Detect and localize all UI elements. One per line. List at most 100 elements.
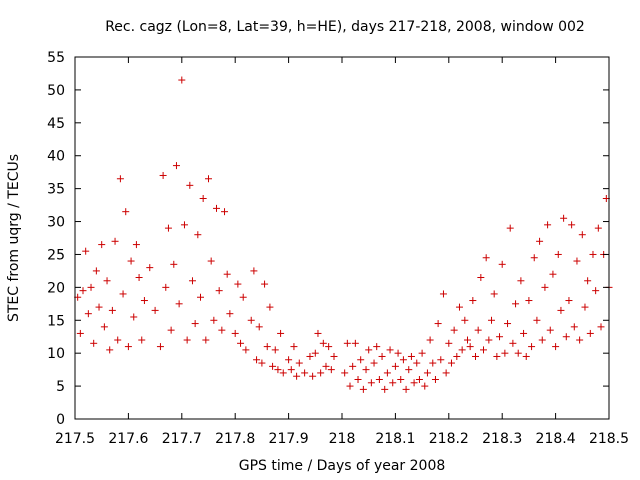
data-point <box>530 254 538 262</box>
data-point <box>541 283 549 291</box>
data-point <box>482 254 490 262</box>
data-point <box>354 376 362 384</box>
data-point <box>239 293 247 301</box>
data-point <box>210 316 218 324</box>
data-point <box>103 277 111 285</box>
data-point <box>391 362 399 370</box>
x-tick-label: 218.5 <box>589 431 629 447</box>
data-point <box>594 224 602 232</box>
x-tick-label: 218.2 <box>429 431 469 447</box>
data-point <box>106 346 114 354</box>
data-point <box>237 339 245 347</box>
data-point <box>138 336 146 344</box>
data-point <box>431 376 439 384</box>
y-tick-label: 10 <box>47 346 65 362</box>
data-point <box>442 369 450 377</box>
data-point <box>565 297 573 305</box>
data-point <box>188 277 196 285</box>
data-point <box>501 349 509 357</box>
data-point <box>285 356 293 364</box>
data-point <box>234 280 242 288</box>
data-point <box>426 336 434 344</box>
data-point <box>592 287 600 295</box>
data-point <box>319 339 327 347</box>
data-point <box>394 349 402 357</box>
data-point <box>533 316 541 324</box>
data-point <box>194 231 202 239</box>
data-point <box>274 366 282 374</box>
data-point <box>423 369 431 377</box>
data-point <box>504 320 512 328</box>
data-point <box>469 297 477 305</box>
data-point <box>370 359 378 367</box>
data-point <box>293 372 301 380</box>
y-tick-label: 0 <box>56 412 65 428</box>
data-point <box>346 382 354 390</box>
data-point <box>402 385 410 393</box>
data-point <box>474 326 482 334</box>
data-point <box>375 376 383 384</box>
data-point <box>221 208 229 216</box>
data-point <box>164 224 172 232</box>
data-point <box>277 329 285 337</box>
data-point <box>549 270 557 278</box>
data-point <box>506 224 514 232</box>
data-point <box>325 343 333 351</box>
data-point <box>127 257 135 265</box>
data-point <box>82 247 90 255</box>
data-point <box>199 195 207 203</box>
x-tick-label: 217.9 <box>269 431 309 447</box>
data-point <box>90 339 98 347</box>
x-tick-label: 217.6 <box>108 431 148 447</box>
data-point <box>341 369 349 377</box>
data-point <box>159 171 167 179</box>
data-point <box>458 346 466 354</box>
data-point <box>202 336 210 344</box>
y-tick-label: 20 <box>47 280 65 296</box>
x-tick-label: 218.1 <box>375 431 415 447</box>
data-point <box>455 303 463 311</box>
x-tick-label: 217.7 <box>162 431 202 447</box>
y-tick-label: 30 <box>47 215 65 231</box>
data-point <box>373 343 381 351</box>
data-point <box>255 323 263 331</box>
data-point <box>218 326 226 334</box>
data-point <box>196 293 204 301</box>
data-point <box>554 250 562 258</box>
y-tick-label: 45 <box>47 116 65 132</box>
data-point <box>399 356 407 364</box>
data-point <box>330 352 338 360</box>
data-point <box>242 346 250 354</box>
data-point <box>311 349 319 357</box>
data-point <box>191 320 199 328</box>
data-point <box>557 306 565 314</box>
y-tick-label: 35 <box>47 182 65 198</box>
data-point <box>568 221 576 229</box>
data-point <box>253 356 261 364</box>
data-point <box>79 287 87 295</box>
data-point <box>586 329 594 337</box>
data-point <box>386 346 394 354</box>
data-point <box>383 369 391 377</box>
data-point <box>362 366 370 374</box>
data-point <box>87 283 95 291</box>
data-point <box>437 356 445 364</box>
y-tick-label: 50 <box>47 83 65 99</box>
data-point <box>205 175 212 183</box>
data-point <box>279 369 287 377</box>
data-point <box>140 297 148 305</box>
data-point <box>525 297 533 305</box>
data-point <box>490 290 498 298</box>
data-point <box>578 231 586 239</box>
y-tick-label: 5 <box>56 379 65 395</box>
data-point <box>514 349 522 357</box>
data-point <box>130 313 138 321</box>
data-point <box>434 320 442 328</box>
data-point <box>122 208 130 216</box>
x-axis-label: GPS time / Days of year 2008 <box>239 458 446 474</box>
data-point <box>562 333 570 341</box>
data-point <box>439 290 447 298</box>
data-point <box>247 316 255 324</box>
data-point <box>271 346 279 354</box>
